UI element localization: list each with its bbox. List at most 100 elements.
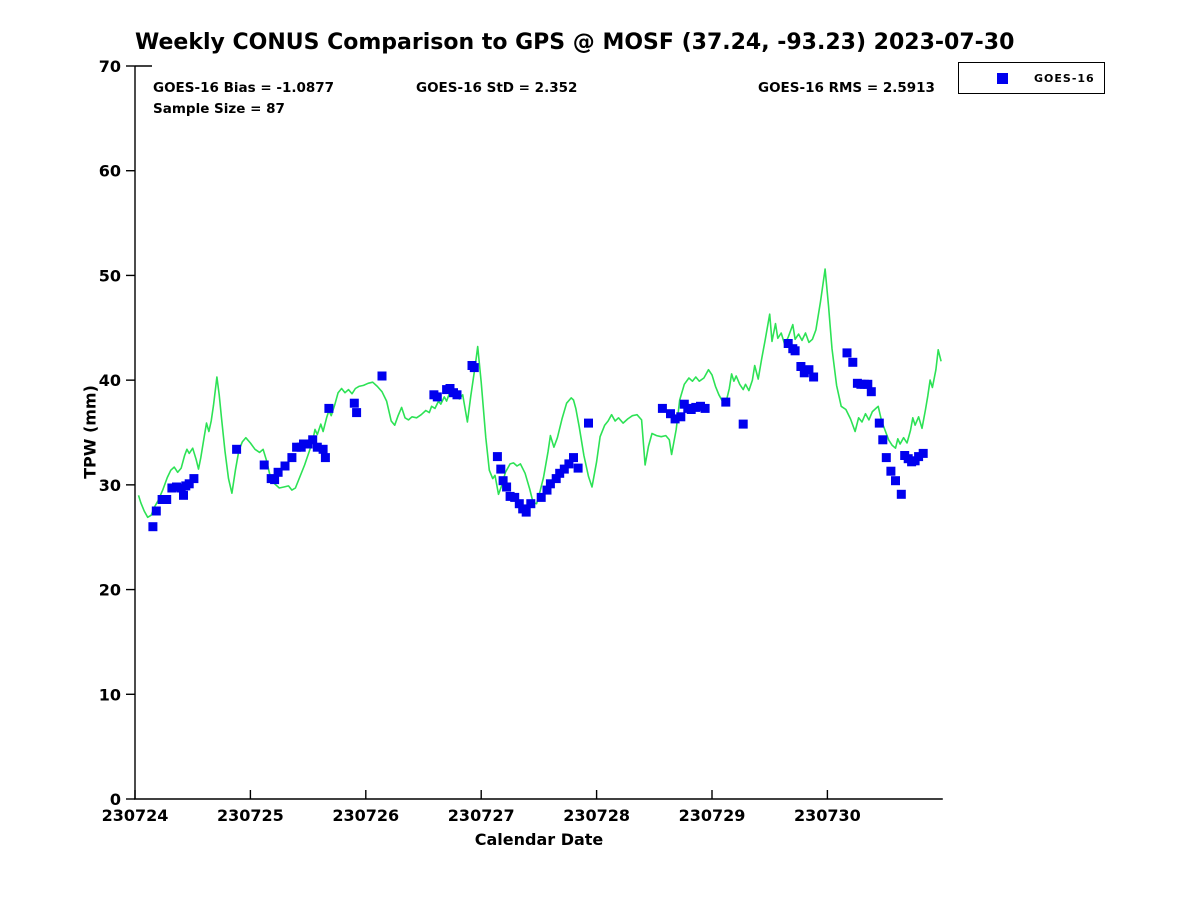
goes16-marker	[657, 403, 667, 413]
y-tick-label: 10	[99, 685, 121, 704]
goes16-marker	[691, 402, 701, 412]
gps-line	[137, 268, 942, 519]
goes16-marker	[526, 499, 536, 509]
goes16-marker	[783, 339, 793, 348]
goes16-marker	[886, 466, 896, 476]
goes16-marker	[498, 476, 508, 486]
goes16-marker	[521, 507, 531, 517]
goes16-marker	[377, 371, 387, 381]
x-tick-label: 230726	[332, 806, 399, 825]
goes16-marker	[232, 444, 242, 454]
goes16-marker	[564, 459, 574, 469]
goes16-marker	[866, 387, 876, 397]
goes16-marker	[666, 409, 675, 419]
y-tick-label: 40	[99, 371, 121, 390]
goes16-marker	[545, 479, 555, 489]
goes16-marker	[176, 483, 186, 493]
y-tick-label: 20	[99, 581, 121, 600]
y-tick-label: 50	[99, 266, 121, 285]
goes16-marker	[492, 452, 502, 462]
goes16-marker	[670, 414, 680, 424]
goes16-marker	[308, 435, 318, 445]
goes16-marker	[809, 372, 819, 382]
goes16-marker	[179, 490, 188, 500]
goes16-marker	[259, 460, 269, 470]
goes16-marker	[510, 492, 520, 502]
goes16-marker	[551, 474, 561, 484]
goes16-marker	[796, 362, 806, 371]
goes16-marker	[352, 408, 362, 418]
goes16-marker	[863, 379, 873, 389]
goes16-marker	[914, 452, 924, 462]
goes16-marker	[189, 474, 199, 484]
goes16-marker	[502, 482, 512, 492]
stat-rms: GOES-16 RMS = 2.5913	[758, 80, 935, 96]
goes16-marker	[881, 453, 891, 463]
goes16-marker	[184, 479, 194, 489]
goes16-marker	[804, 365, 814, 375]
goes16-marker	[696, 401, 705, 411]
goes16-marker	[569, 453, 578, 463]
goes16-marker	[874, 418, 884, 428]
goes16-marker	[584, 418, 593, 428]
goes16-marker	[896, 489, 906, 499]
x-tick-label: 230730	[794, 806, 861, 825]
y-tick-label: 0	[110, 790, 121, 809]
goes16-marker	[432, 392, 442, 402]
goes16-marker	[273, 467, 283, 477]
goes16-points	[148, 339, 928, 532]
legend-box: GOES-16	[958, 62, 1105, 94]
stat-bias: GOES-16 Bias = -1.0877	[153, 80, 335, 96]
goes16-marker	[496, 464, 506, 474]
goes16-marker	[514, 499, 524, 509]
y-tick-label: 30	[99, 476, 121, 495]
y-axis-label: TPW (mm)	[80, 385, 100, 479]
y-tick-label: 70	[99, 57, 121, 76]
legend-goes16-marker-icon	[997, 72, 1008, 84]
goes16-marker	[700, 403, 710, 413]
goes16-marker	[162, 495, 172, 504]
goes16-marker	[292, 442, 302, 452]
goes16-marker	[157, 495, 167, 504]
goes16-marker	[349, 398, 359, 408]
goes16-marker	[320, 453, 330, 463]
goes16-marker	[270, 475, 280, 485]
goes16-marker	[299, 439, 308, 449]
goes16-marker	[167, 483, 177, 493]
x-tick-label: 230729	[679, 806, 746, 825]
goes16-marker	[287, 453, 297, 463]
x-tick-label: 230727	[448, 806, 515, 825]
goes16-marker	[536, 492, 546, 502]
goes16-marker	[686, 405, 696, 414]
goes16-marker	[469, 363, 479, 373]
goes16-marker	[676, 412, 686, 422]
goes16-marker	[738, 419, 748, 429]
goes16-marker	[848, 357, 858, 367]
x-tick-label: 230725	[217, 806, 284, 825]
stat-sample-size: Sample Size = 87	[153, 101, 285, 117]
goes16-marker	[878, 435, 888, 445]
stat-std: GOES-16 StD = 2.352	[416, 80, 578, 96]
x-axis-label: Calendar Date	[474, 830, 604, 849]
x-tick-label: 230728	[563, 806, 630, 825]
goes16-marker	[312, 442, 322, 452]
goes16-marker	[172, 482, 181, 492]
goes16-marker	[790, 346, 800, 356]
goes16-marker	[842, 348, 852, 358]
goes16-marker	[303, 439, 313, 449]
chart-title: Weekly CONUS Comparison to GPS @ MOSF (3…	[135, 30, 1015, 55]
goes16-marker	[559, 464, 569, 474]
goes16-marker	[799, 368, 809, 378]
goes16-marker	[555, 468, 565, 478]
goes16-marker	[891, 476, 900, 486]
goes16-marker	[542, 485, 552, 495]
goes16-marker	[280, 461, 290, 471]
goes16-marker	[573, 463, 583, 473]
legend-goes16-label: GOES-16	[1034, 71, 1095, 85]
axes: 0 10 20 30 40 50 60 70 230724 230725 230726 230727 2…	[99, 57, 943, 825]
x-tick-label: 230724	[102, 806, 169, 825]
goes16-marker	[148, 522, 158, 532]
goes16-marker	[918, 448, 928, 458]
goes16-marker	[721, 397, 731, 407]
